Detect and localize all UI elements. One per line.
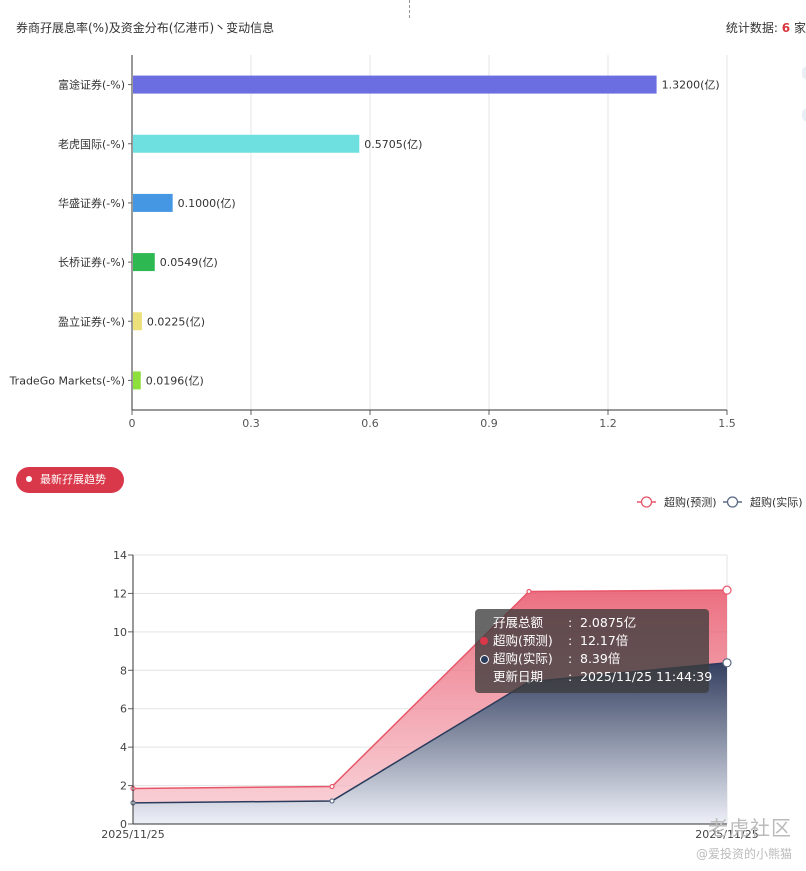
x-tick-label: 0.9 — [480, 417, 498, 430]
forecast-marker-icon — [480, 637, 488, 645]
tooltip-colon: : — [568, 633, 573, 648]
x-tick-label: 1.5 — [718, 417, 736, 430]
tooltip-value: 2.0875亿 — [580, 615, 637, 630]
side-button[interactable] — [802, 108, 806, 122]
legend-marker-icon — [726, 496, 739, 508]
divider-line — [409, 0, 410, 18]
stats-summary: 统计数据: 6 家 — [726, 19, 806, 36]
y-tick-label: 8 — [120, 664, 127, 677]
stats-suffix: 家 — [793, 21, 806, 35]
series-area — [133, 662, 727, 824]
bar — [133, 371, 141, 390]
category-label: 老虎国际(-%) — [58, 138, 125, 151]
y-tick-label: 6 — [120, 703, 127, 716]
data-point — [329, 798, 335, 804]
legend-marker-icon — [640, 496, 653, 508]
bar-value-label: 0.0225(亿) — [147, 315, 205, 328]
stats-count: 6 — [781, 21, 791, 35]
bar-value-label: 1.3200(亿) — [662, 79, 720, 92]
bar-value-label: 0.1000(亿) — [178, 197, 236, 210]
category-label: 长桥证券(-%) — [58, 255, 125, 269]
x-tick-label: 0.3 — [242, 417, 260, 430]
data-point — [722, 585, 732, 595]
broker-margin-bar-chart: 0 0.3 0.6 0.9 1.2 1.5 富途证券(-%) 1.3200(亿) 老虎国际(-%… — [9, 55, 736, 430]
tooltip-value: 12.17倍 — [580, 633, 629, 648]
side-button[interactable] — [802, 66, 806, 80]
category-label: 华盛证券(-%) — [58, 196, 125, 210]
y-tick-label: 14 — [113, 549, 127, 562]
y-tick-label: 12 — [113, 587, 127, 600]
tooltip-row-total: 孖展总额:2.0875亿 — [475, 614, 709, 632]
actual-marker-icon — [480, 655, 489, 664]
bar — [133, 312, 142, 331]
tooltip-key: 超购(预测) — [493, 633, 553, 648]
tooltip-row-actual: 超购(实际):8.39倍 — [475, 650, 709, 668]
tooltip-key: 孖展总额 — [493, 615, 544, 630]
watermark: 老虎社区 @爱投资的小熊猫 — [696, 812, 792, 862]
watermark-user: @爱投资的小熊猫 — [695, 847, 792, 861]
y-tick-label: 10 — [113, 626, 127, 639]
x-tick-label: 1.2 — [599, 417, 617, 430]
bar-value-label: 0.0549(亿) — [160, 256, 218, 269]
tooltip-row-date: 更新日期:2025/11/25 11:44:39 — [475, 668, 713, 686]
data-point — [526, 588, 532, 595]
bar — [133, 253, 155, 272]
chart-title: 券商孖展息率(%)及资金分布(亿港币)丶变动信息 — [16, 21, 275, 35]
category-label: TradeGo Markets(-%) — [9, 374, 125, 387]
watermark-logo: 老虎社区 — [708, 816, 792, 840]
y-tick-label: 2 — [120, 780, 127, 793]
badge-dot-icon — [26, 476, 32, 482]
tooltip-row-forecast: 超购(预测):12.17倍 — [475, 632, 709, 650]
trend-badge-label: 最新孖展趋势 — [40, 473, 106, 486]
bar — [133, 193, 173, 212]
x-tick-label: 2025/11/25 — [101, 828, 164, 841]
x-tick-label: 0 — [129, 417, 136, 430]
stats-prefix: 统计数据: — [725, 21, 778, 35]
tooltip-colon: : — [568, 651, 573, 666]
data-point — [722, 658, 732, 668]
chart-tooltip: 孖展总额:2.0875亿 超购(预测):12.17倍 超购(实际):8.39倍 … — [475, 609, 713, 693]
series-line — [132, 589, 728, 790]
tooltip-value: 8.39倍 — [580, 651, 621, 666]
category-label: 盈立证券(-%) — [58, 314, 125, 328]
tooltip-key: 更新日期 — [493, 669, 544, 684]
tooltip-colon: : — [568, 615, 573, 630]
x-tick-label: 2025/11/25 — [695, 828, 758, 841]
bar — [133, 134, 360, 153]
legend-label: 超购(预测) — [664, 495, 717, 509]
tooltip-value: 2025/11/25 11:44:39 — [580, 669, 713, 684]
bar-value-label: 0.5705(亿) — [364, 138, 422, 151]
bar-value-label: 0.0196(亿) — [146, 374, 204, 387]
x-tick-label: 0.6 — [361, 417, 379, 430]
y-tick-label: 0 — [120, 818, 127, 831]
legend-label: 超购(实际) — [750, 495, 803, 509]
tooltip-key: 超购(实际) — [493, 651, 553, 666]
category-label: 富途证券(-%) — [58, 78, 125, 92]
tooltip-colon: : — [568, 669, 573, 684]
trend-badge[interactable]: 最新孖展趋势 — [16, 467, 124, 493]
bar — [133, 75, 657, 94]
y-tick-label: 4 — [120, 741, 127, 754]
data-point — [329, 783, 335, 790]
